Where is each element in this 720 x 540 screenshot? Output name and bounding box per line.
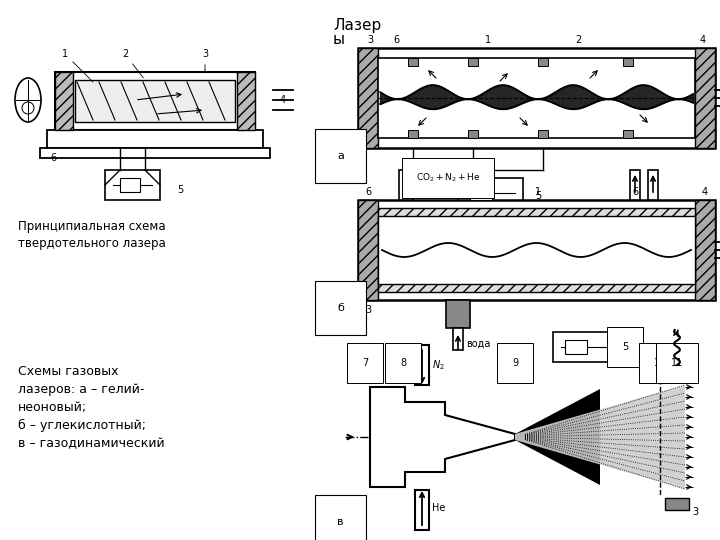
Bar: [470, 186, 492, 200]
Text: 10: 10: [654, 358, 666, 368]
Polygon shape: [515, 385, 685, 489]
Text: 7: 7: [362, 358, 368, 368]
Bar: [408, 130, 418, 138]
Text: 3: 3: [367, 35, 373, 45]
Bar: [665, 365, 689, 377]
Text: $N_2$: $N_2$: [432, 358, 445, 372]
Bar: [446, 300, 470, 328]
Text: $\mathsf{CO_2 + N_2 + He}$: $\mathsf{CO_2 + N_2 + He}$: [416, 172, 481, 184]
Bar: [453, 328, 463, 350]
Text: 5: 5: [535, 191, 541, 201]
Bar: [55, 72, 255, 130]
Text: Лазер: Лазер: [333, 18, 382, 33]
Text: 5: 5: [177, 185, 183, 195]
Text: 3: 3: [692, 507, 698, 517]
Bar: [408, 58, 418, 66]
Text: б: б: [337, 303, 344, 313]
Text: 1: 1: [62, 49, 93, 82]
Bar: [468, 130, 478, 138]
Bar: [75, 80, 235, 122]
Text: а: а: [337, 151, 344, 161]
Text: 1: 1: [535, 187, 541, 197]
Bar: [358, 200, 378, 300]
Text: 8: 8: [400, 358, 406, 368]
Bar: [648, 170, 658, 200]
Bar: [378, 58, 695, 138]
Polygon shape: [370, 387, 515, 487]
Bar: [358, 48, 715, 148]
Bar: [378, 208, 695, 292]
Bar: [565, 340, 587, 354]
Bar: [358, 48, 378, 148]
Text: в: в: [337, 517, 343, 527]
Text: 6: 6: [393, 35, 399, 45]
Bar: [358, 200, 715, 300]
Bar: [399, 170, 413, 200]
Bar: [553, 332, 615, 362]
Bar: [623, 130, 633, 138]
Bar: [415, 345, 429, 385]
Text: 5: 5: [624, 342, 630, 352]
Text: 9: 9: [512, 358, 518, 368]
Bar: [55, 72, 73, 130]
Bar: [468, 58, 478, 66]
Text: 2: 2: [122, 49, 143, 78]
Bar: [237, 72, 255, 130]
Ellipse shape: [15, 78, 41, 122]
Bar: [105, 170, 160, 200]
Bar: [623, 58, 633, 66]
Bar: [538, 58, 548, 66]
Bar: [40, 148, 270, 158]
Text: 6: 6: [50, 153, 56, 163]
Text: 4: 4: [700, 35, 706, 45]
Text: 3: 3: [365, 305, 371, 315]
Bar: [47, 130, 263, 148]
Bar: [630, 170, 640, 200]
Text: He: He: [432, 503, 446, 513]
Text: вода: вода: [466, 339, 490, 349]
Text: Принципиальная схема
твердотельного лазера: Принципиальная схема твердотельного лазе…: [18, 220, 166, 250]
Bar: [378, 216, 695, 284]
Bar: [695, 200, 715, 300]
Text: 3: 3: [202, 49, 208, 72]
Text: 1: 1: [485, 35, 491, 45]
Text: 2: 2: [575, 35, 581, 45]
Bar: [695, 48, 715, 148]
Text: Схемы газовых
лазеров: а – гелий-
неоновый;
б – углекислотный;
в – газодинамичес: Схемы газовых лазеров: а – гелий- неонов…: [18, 365, 165, 450]
Bar: [120, 178, 140, 192]
Bar: [415, 490, 429, 530]
Polygon shape: [515, 389, 600, 485]
Text: 11: 11: [671, 358, 683, 368]
Bar: [538, 130, 548, 138]
Text: 6: 6: [365, 187, 371, 197]
Text: 5: 5: [622, 342, 628, 352]
Text: 4: 4: [280, 95, 286, 105]
Text: 6: 6: [632, 187, 638, 197]
Bar: [458, 178, 523, 208]
Text: 4: 4: [702, 187, 708, 197]
Bar: [665, 498, 689, 510]
Text: ы: ы: [333, 32, 345, 47]
